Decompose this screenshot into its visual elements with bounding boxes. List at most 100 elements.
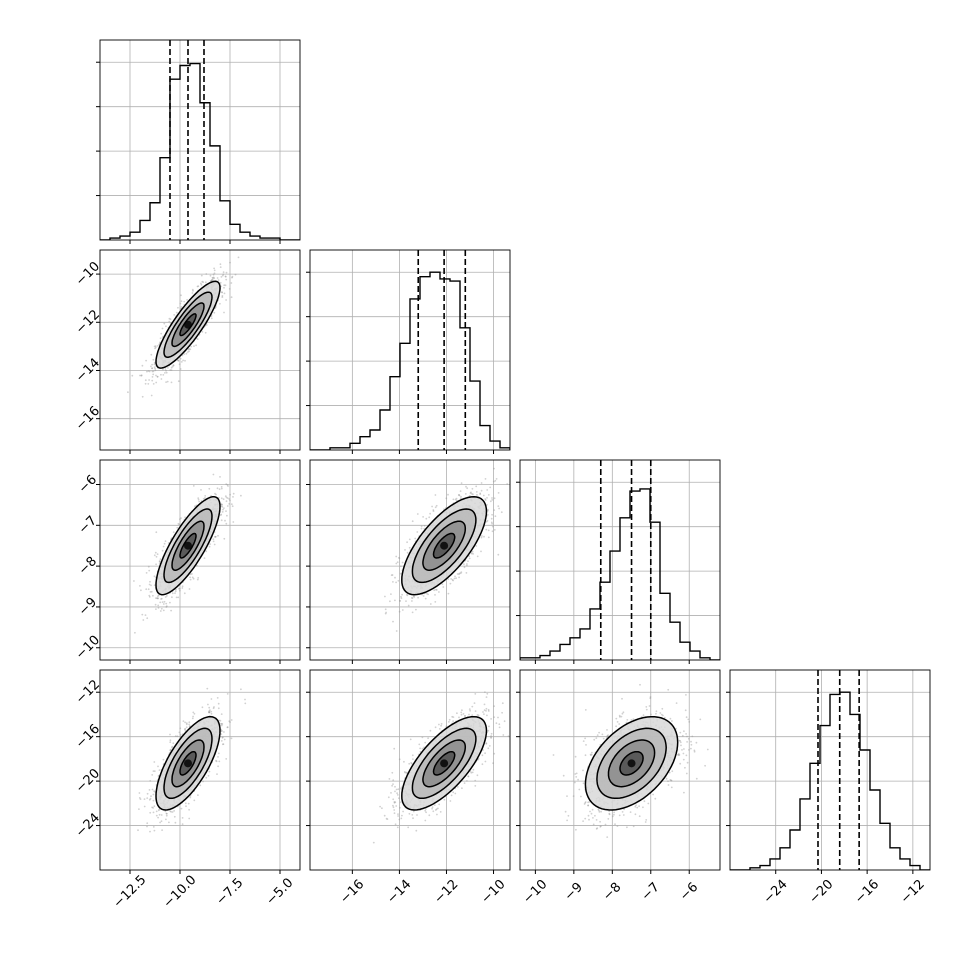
sample-point [163,600,166,603]
sample-point [398,599,401,602]
sample-point [395,562,398,565]
sample-point [144,379,147,382]
sample-point [222,508,224,511]
sample-point [172,531,175,533]
sample-point [224,284,227,287]
sample-point [188,723,191,726]
sample-point [169,369,172,371]
sample-point [189,578,192,581]
sample-point [494,515,497,518]
sample-point [175,588,177,591]
sample-point [205,273,208,275]
sample-point [184,721,187,724]
sample-point [395,630,398,632]
contour-line [179,313,197,337]
sample-point [140,374,143,377]
sample-point [217,279,220,281]
sample-point [392,581,394,583]
sample-point [173,314,176,316]
sample-point [153,770,156,772]
sample-point [165,602,168,605]
sample-point [212,277,214,279]
sample-point [429,603,432,605]
sample-point [192,715,195,718]
sample-point [416,513,419,515]
sample-point [180,294,182,297]
sample-point [481,535,483,537]
sample-point [170,369,173,371]
sample-point [213,311,216,314]
sample-point [204,281,207,284]
sample-point [221,291,224,294]
sample-point [157,604,160,607]
sample-point [237,256,240,259]
sample-point [193,505,196,508]
sample-point [390,593,392,595]
sample-point [476,494,478,496]
sample-point [229,493,232,496]
panel-3-0: −24−20−16−12−12.5 −10.0 −7.5 −5.0 [73,669,301,911]
sample-point [177,522,180,525]
panel-frame [309,249,511,451]
sample-point [435,588,437,591]
sample-point [208,711,210,714]
sample-point [175,311,178,314]
sample-point [449,582,452,585]
sample-point [466,563,468,565]
sample-point [165,606,168,608]
sample-point [226,514,228,517]
sample-point [489,486,492,489]
sample-point [155,531,158,534]
sample-point [146,792,149,795]
sample-point [244,698,246,701]
sample-point [395,555,398,558]
sample-point [221,274,224,277]
sample-point [174,590,177,593]
sample-point [475,485,478,488]
panel-2-1 [306,459,511,664]
sample-point [454,575,456,578]
sample-point [487,536,490,539]
sample-point [220,722,222,725]
sample-point [221,511,224,513]
sample-point [176,526,179,529]
sample-point [138,797,141,799]
sample-point [151,788,154,791]
sample-point [395,581,397,584]
sample-point [471,487,474,490]
sample-point [151,806,154,809]
sample-point [200,283,203,286]
sample-point [219,263,222,266]
sample-point [178,731,181,734]
sample-point [157,597,159,600]
sample-point [181,585,184,588]
sample-point [170,381,173,384]
sample-point [164,596,167,598]
sample-point [222,273,225,276]
sample-point [174,821,177,824]
sample-point [396,561,399,564]
sample-point [191,573,193,575]
sample-point [232,492,235,495]
sample-point [210,315,213,318]
y-tick-label: −12 [73,307,103,337]
sample-point [460,495,462,498]
sample-point [177,306,179,309]
sample-point [222,743,224,746]
sample-point [158,560,161,562]
y-tick-label: −6 [76,472,100,496]
sample-point [147,383,150,385]
sample-point [484,478,487,480]
sample-point [211,279,214,281]
sample-point [146,370,148,373]
sample-point [468,494,471,497]
sample-point [212,276,215,279]
sample-point [220,513,223,516]
sample-point [435,589,438,591]
sample-point [220,519,223,522]
sample-point [151,367,153,370]
sample-point [178,589,181,592]
sample-point [414,537,417,540]
sample-point [213,277,216,280]
